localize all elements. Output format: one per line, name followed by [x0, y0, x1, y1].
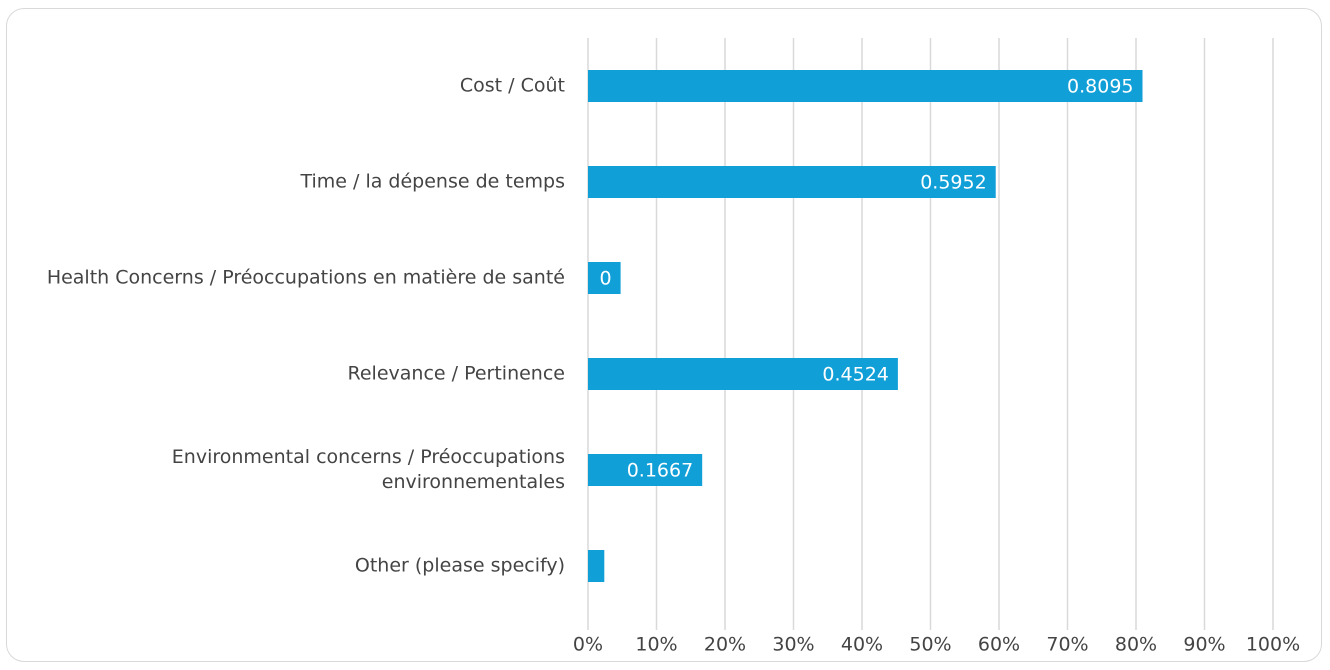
- x-tick-label: 30%: [772, 634, 814, 656]
- bar: [588, 358, 898, 390]
- bar: [588, 262, 621, 294]
- category-label: Cost / Coût: [459, 74, 565, 97]
- x-tick-label: 70%: [1046, 634, 1088, 656]
- x-tick-label: 80%: [1115, 634, 1157, 656]
- category-label: Time / la dépense de temps: [300, 170, 565, 193]
- x-tick-label: 60%: [978, 634, 1020, 656]
- value-label: 0: [600, 268, 612, 290]
- x-tick-label: 20%: [704, 634, 746, 656]
- category-label: Other (please specify): [354, 554, 565, 577]
- x-tick-label: 90%: [1183, 634, 1225, 656]
- chart-card: [6, 8, 1322, 662]
- value-label: 0.5952: [920, 172, 986, 194]
- category-label: Environmental concerns / Préoccupations …: [171, 446, 565, 493]
- bar: [588, 454, 703, 486]
- category-label: Health Concerns / Préoccupations en mati…: [46, 266, 565, 289]
- x-tick-label: 50%: [909, 634, 951, 656]
- category-label: Relevance / Pertinence: [347, 362, 565, 385]
- x-tick-label: 0%: [573, 634, 603, 656]
- x-tick-label: 40%: [841, 634, 883, 656]
- x-tick-label: 100%: [1246, 634, 1300, 656]
- value-label: 0.4524: [822, 364, 888, 386]
- bar: [588, 70, 1143, 102]
- value-label: 0.1667: [627, 460, 693, 482]
- x-tick-label: 10%: [635, 634, 677, 656]
- value-label: 0.8095: [1067, 76, 1133, 98]
- bar: [588, 550, 605, 582]
- bar: [588, 166, 996, 198]
